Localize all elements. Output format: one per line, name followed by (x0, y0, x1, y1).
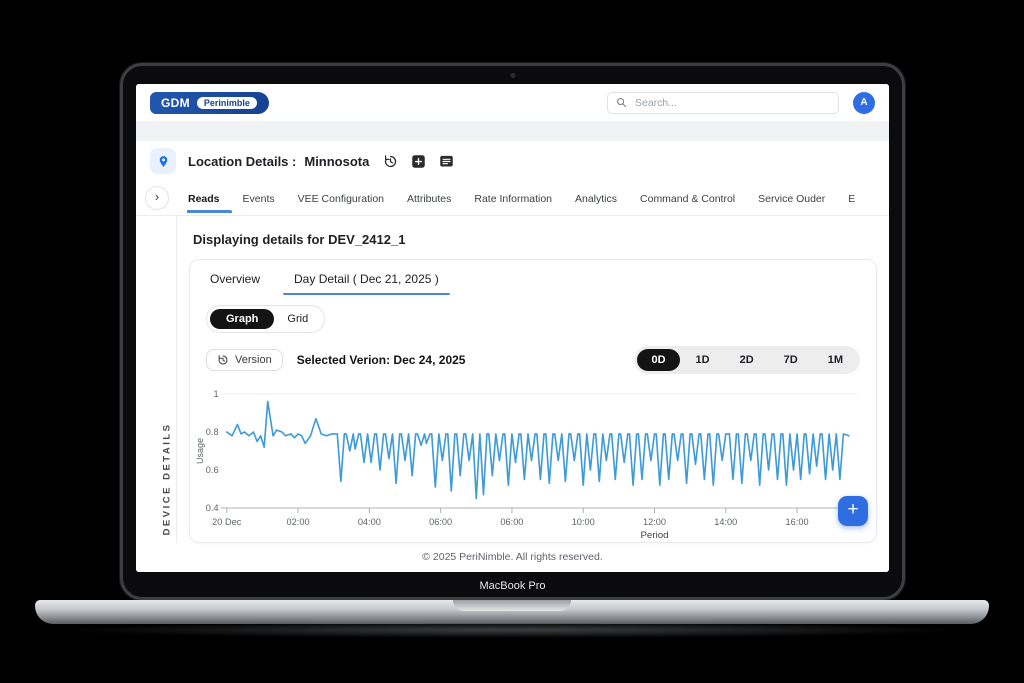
y-tick-label: 1 (213, 389, 218, 399)
card-tab-day-detail[interactable]: Day Detail ( Dec 21, 2025 ) (283, 260, 450, 295)
add-note-icon[interactable] (411, 154, 426, 169)
detail-card: Overview Day Detail ( Dec 21, 2025 ) Grap… (189, 259, 877, 543)
location-pin-badge (150, 148, 176, 174)
logo-secondary-pill: Perinimble (196, 96, 257, 109)
add-fab-button[interactable]: + (838, 496, 868, 526)
usage-series-line (225, 400, 850, 500)
location-bar: Location Details : Minnosota (136, 141, 889, 181)
selected-version-text: Selected Verion: Dec 24, 2025 (296, 353, 466, 367)
nav-tab-reads[interactable]: Reads (187, 183, 231, 213)
location-value: Minnosota (304, 153, 370, 169)
chevron-right-icon: › (154, 189, 160, 204)
footer-copyright: © 2025 PeriNimble. All rights reserved. (136, 543, 889, 572)
version-button-label: Version (235, 354, 272, 366)
x-tick-label: 06:00 (500, 517, 523, 527)
app-header: GDM Perinimble A (136, 84, 889, 121)
nav-tab-e[interactable]: E (848, 193, 856, 205)
location-title: Location Details : (188, 153, 297, 169)
search-icon (617, 98, 627, 108)
laptop-screen-frame: GDM Perinimble A Location D (120, 63, 905, 600)
page-title: Displaying details for DEV_2412_1 (193, 232, 406, 247)
laptop-base-shadow (60, 622, 964, 638)
search-box[interactable] (607, 91, 839, 114)
user-avatar[interactable]: A (853, 91, 875, 114)
laptop-base (35, 600, 989, 624)
card-tabs: Overview Day Detail ( Dec 21, 2025 ) (190, 260, 876, 295)
search-input[interactable] (633, 95, 830, 110)
x-tick-label: 14:00 (714, 517, 737, 527)
y-tick-label: 0.8 (206, 427, 219, 437)
usage-chart-area: 1 0.8 0.6 0.4 Usage 20 Dec 02:00 04:00 06:00 06:0… (194, 382, 870, 540)
main-panel: Displaying details for DEV_2412_1 Overvi… (177, 216, 889, 543)
nav-tab-attributes[interactable]: Attributes (407, 193, 452, 205)
x-axis-title: Period (640, 530, 668, 540)
x-tick-label: 10:00 (572, 517, 595, 527)
location-actions (383, 154, 454, 169)
header-divider-band (136, 121, 889, 141)
nav-tab-rate-information[interactable]: Rate Information (474, 193, 552, 205)
version-row: Version Selected Verion: Dec 24, 2025 0D… (206, 346, 860, 374)
webcam-dot (510, 73, 515, 78)
toggle-option-grid[interactable]: Grid (287, 313, 309, 325)
x-tick-label: 12:00 (643, 517, 666, 527)
content-row: DEVICE DETAILS Displaying details for DE… (136, 216, 889, 543)
range-option-1m[interactable]: 1M (827, 354, 843, 366)
device-details-label: DEVICE DETAILS (161, 422, 173, 536)
usage-line-chart: 1 0.8 0.6 0.4 Usage 20 Dec 02:00 04:00 06:00 06:0… (195, 389, 857, 540)
x-tick-label: 02:00 (287, 517, 310, 527)
toggle-option-graph[interactable]: Graph (210, 309, 275, 329)
nav-tab-analytics[interactable]: Analytics (575, 193, 618, 205)
y-tick-label: 0.4 (206, 503, 219, 513)
time-range-segment: 0D 1D 2D 7D 1M (634, 346, 860, 374)
x-tick-label: 20 Dec (212, 517, 242, 527)
version-history-icon (218, 355, 228, 365)
sidebar-expand-button[interactable]: › (145, 186, 169, 210)
nav-tab-events[interactable]: Events (242, 193, 275, 205)
range-option-1d[interactable]: 1D (695, 354, 710, 366)
x-tick-label: 06:00 (429, 517, 452, 527)
nav-tab-vee-configuration[interactable]: VEE Configuration (297, 193, 385, 205)
graph-grid-toggle: Graph Grid (206, 305, 326, 333)
logo-primary-text: GDM (161, 95, 190, 110)
laptop-base-notch (453, 600, 571, 611)
message-icon[interactable] (439, 154, 454, 169)
macbook-pro-label: MacBook Pro (479, 580, 546, 592)
range-option-0d[interactable]: 0D (637, 349, 680, 371)
range-option-2d[interactable]: 2D (739, 354, 754, 366)
range-option-7d[interactable]: 7D (783, 354, 798, 366)
nav-tab-bar: › Reads Events VEE Configuration Attributes… (136, 181, 889, 216)
nav-tabs: Reads Events VEE Configuration Attributes Ra… (187, 183, 856, 213)
y-axis-title: Usage (195, 438, 205, 464)
location-pin-icon (159, 155, 167, 167)
card-tab-overview[interactable]: Overview (210, 272, 261, 286)
device-details-rail[interactable]: DEVICE DETAILS (136, 216, 177, 543)
x-tick-label: 16:00 (786, 517, 809, 527)
nav-tab-command-control[interactable]: Command & Control (640, 193, 736, 205)
app-logo[interactable]: GDM Perinimble (150, 91, 269, 114)
x-tick-label: 04:00 (358, 517, 381, 527)
version-button[interactable]: Version (206, 349, 283, 371)
app-window: GDM Perinimble A Location D (136, 84, 889, 572)
y-tick-label: 0.6 (206, 465, 219, 475)
history-icon[interactable] (383, 154, 398, 169)
nav-tab-service-ouder[interactable]: Service Ouder (758, 193, 826, 205)
